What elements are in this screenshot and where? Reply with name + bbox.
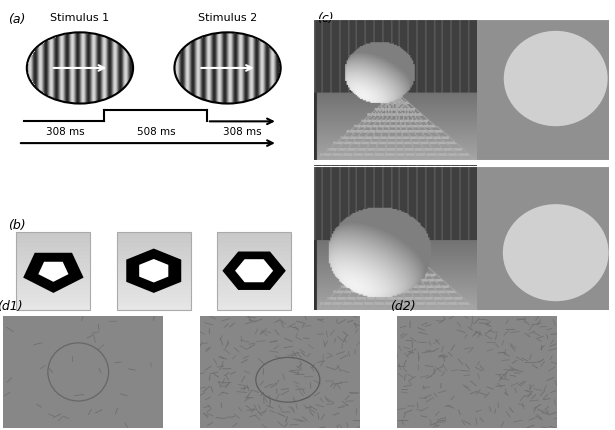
Bar (217, 259, 291, 263)
Text: (b): (b) (7, 219, 25, 232)
Bar (476, 166, 609, 310)
Bar (17, 263, 90, 267)
Bar (17, 298, 90, 302)
Bar (17, 259, 90, 263)
Polygon shape (223, 252, 286, 290)
Bar (17, 243, 90, 247)
Bar (17, 251, 90, 255)
Text: (c): (c) (317, 12, 333, 25)
Bar (217, 236, 291, 240)
Bar (217, 231, 291, 236)
Bar (17, 302, 90, 306)
Bar (217, 302, 291, 306)
Text: 508 ms: 508 ms (137, 127, 176, 137)
Text: (d2): (d2) (391, 300, 416, 313)
Text: (d1): (d1) (0, 300, 22, 313)
Bar (117, 263, 191, 267)
Bar (17, 247, 90, 251)
Bar (17, 286, 90, 290)
Bar (17, 290, 90, 294)
Bar (217, 283, 291, 286)
Bar (17, 279, 90, 283)
Bar (217, 251, 291, 255)
Bar (117, 271, 191, 275)
Bar (17, 231, 90, 236)
Polygon shape (139, 259, 169, 283)
Bar (117, 231, 191, 236)
Bar (117, 240, 191, 243)
Bar (117, 286, 191, 290)
Bar (217, 240, 291, 243)
Bar (17, 240, 90, 243)
Bar (117, 279, 191, 283)
Bar (217, 294, 291, 298)
Polygon shape (23, 253, 84, 293)
Text: (a): (a) (7, 12, 25, 25)
Bar (117, 298, 191, 302)
Bar (476, 19, 609, 161)
Bar (117, 236, 191, 240)
Bar (117, 283, 191, 286)
Bar (217, 298, 291, 302)
Ellipse shape (504, 31, 608, 126)
Bar (217, 243, 291, 247)
Bar (217, 275, 291, 279)
Bar (117, 231, 191, 310)
Bar (217, 247, 291, 251)
Bar (117, 259, 191, 263)
Bar (117, 243, 191, 247)
Bar (217, 267, 291, 271)
Bar (17, 236, 90, 240)
Bar (17, 231, 90, 310)
Bar (117, 255, 191, 259)
Bar (217, 290, 291, 294)
Bar (117, 247, 191, 251)
Polygon shape (126, 249, 181, 293)
Bar (17, 275, 90, 279)
Bar (117, 251, 191, 255)
Bar (117, 290, 191, 294)
Bar (117, 302, 191, 306)
Bar (117, 267, 191, 271)
Polygon shape (38, 262, 68, 282)
Text: Stimulus 1: Stimulus 1 (50, 12, 109, 22)
Bar (17, 271, 90, 275)
Bar (314, 19, 476, 161)
Ellipse shape (503, 204, 609, 301)
Bar (17, 267, 90, 271)
Bar (17, 255, 90, 259)
Text: Stimulus 2: Stimulus 2 (198, 12, 257, 22)
Text: 308 ms: 308 ms (46, 127, 84, 137)
Bar (217, 271, 291, 275)
Bar (117, 294, 191, 298)
Bar (217, 231, 291, 310)
Text: 308 ms: 308 ms (223, 127, 261, 137)
Bar (217, 279, 291, 283)
Bar (217, 286, 291, 290)
Bar (17, 283, 90, 286)
Polygon shape (235, 259, 273, 282)
Bar (217, 255, 291, 259)
Bar (17, 306, 90, 310)
Bar (117, 306, 191, 310)
Bar (217, 263, 291, 267)
Bar (314, 166, 476, 310)
Bar (117, 275, 191, 279)
Bar (217, 306, 291, 310)
Bar (17, 294, 90, 298)
